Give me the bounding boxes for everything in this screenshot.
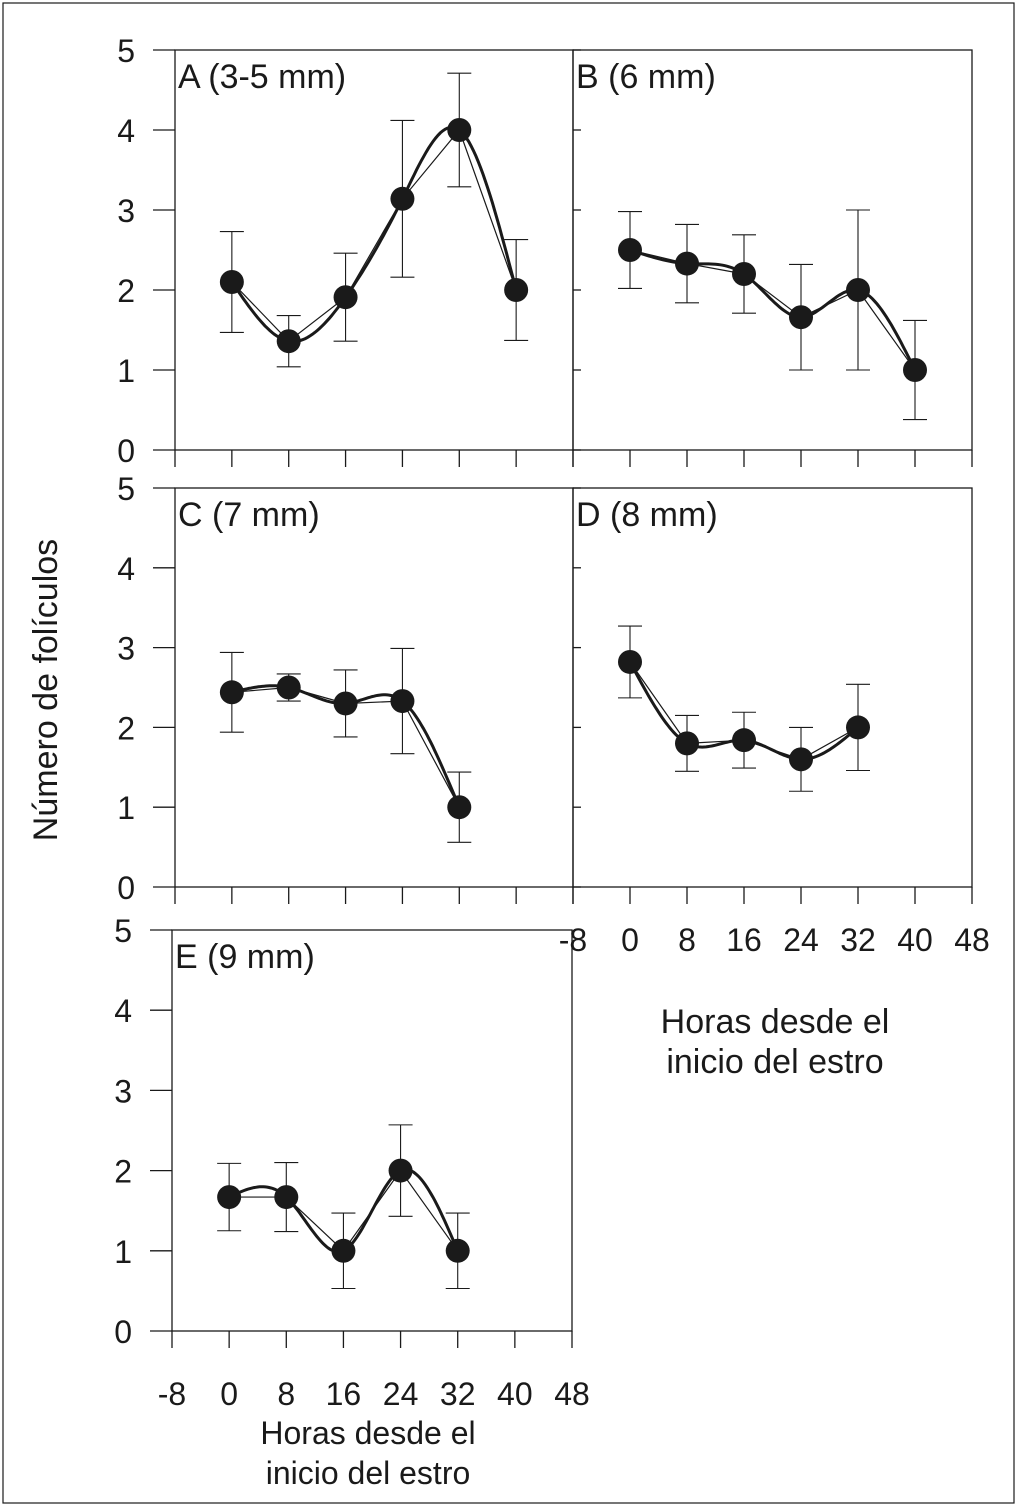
x-tick-label: 24 [783, 922, 819, 958]
y-axis-label: Número de folículos [27, 539, 65, 841]
panel-title: E (9 mm) [175, 938, 315, 976]
y-tick-label: 5 [117, 471, 135, 507]
panel-e: 0 1 2 3 4 5 -8 0 8 16 24 32 40 48 E (9 mm) [114, 913, 590, 1412]
data-point [217, 1185, 242, 1210]
data-point [333, 691, 358, 716]
y-tick-label: 3 [117, 193, 135, 229]
panels-group: 0 1 2 3 4 5 A (3-5 mm) B (6 mm) 0 1 2 3 4 5 C (7 mm) -8… [114, 33, 990, 1412]
x-tick-label: 24 [383, 1376, 419, 1412]
data-point [388, 1158, 413, 1183]
data-point [219, 680, 244, 705]
data-point [390, 689, 415, 714]
x-tick-label: 40 [497, 1376, 533, 1412]
panel-title: C (7 mm) [178, 496, 320, 534]
y-tick-label: 1 [117, 790, 135, 826]
data-point [504, 278, 529, 302]
data-point [732, 262, 756, 286]
plot-frame [572, 49, 973, 451]
data-point [618, 238, 642, 262]
x-axis-label-bottom-line1: Horas desde el [260, 1415, 475, 1451]
panel-title: B (6 mm) [576, 58, 716, 96]
x-tick-label: 8 [277, 1376, 295, 1412]
data-point [789, 305, 813, 330]
x-tick-label: -8 [158, 1376, 186, 1412]
data-point [445, 1238, 470, 1263]
x-tick-label: 40 [897, 922, 933, 958]
y-tick-label: 5 [114, 913, 132, 949]
data-point [675, 251, 699, 276]
data-point [846, 715, 870, 740]
panel-c: 0 1 2 3 4 5 C (7 mm) [117, 471, 574, 906]
data-point [219, 270, 244, 294]
data-point [333, 285, 358, 310]
data-point [618, 649, 642, 674]
panel-a: 0 1 2 3 4 5 A (3-5 mm) [117, 33, 574, 469]
x-tick-label: 48 [954, 922, 990, 958]
panel-d: -8 0 8 16 24 32 40 48 D (8 mm) [559, 487, 990, 958]
x-tick-label: 32 [440, 1376, 476, 1412]
x-axis-label-bottom-line2: inicio del estro [266, 1455, 471, 1491]
x-tick-label: 0 [220, 1376, 238, 1412]
x-axis-label-right-line1: Horas desde el [661, 1003, 890, 1041]
x-tick-label: -8 [559, 922, 587, 958]
x-axis-label-right-line2: inicio del estro [666, 1043, 883, 1081]
y-tick-label: 3 [117, 631, 135, 667]
series-line [231, 128, 517, 343]
data-point [903, 358, 927, 382]
data-point [732, 728, 756, 753]
x-tick-label: 16 [326, 1376, 362, 1412]
plot-frame [572, 487, 973, 888]
x-tick-label: 0 [621, 922, 639, 958]
y-tick-label: 2 [117, 710, 135, 746]
data-point [447, 118, 472, 142]
data-point [447, 795, 472, 820]
data-point [276, 675, 301, 700]
data-point [390, 186, 415, 211]
y-tick-label: 4 [117, 113, 135, 149]
y-tick-label: 4 [114, 993, 132, 1029]
panel-b: B (6 mm) [572, 49, 973, 467]
data-point [846, 278, 870, 302]
y-tick-label: 0 [117, 870, 135, 906]
y-tick-label: 4 [117, 551, 135, 587]
y-tick-label: 0 [117, 433, 135, 469]
y-tick-label: 3 [114, 1073, 132, 1109]
data-point [331, 1238, 356, 1263]
y-tick-label: 0 [114, 1314, 132, 1350]
y-tick-label: 5 [117, 33, 135, 69]
data-point [789, 747, 813, 772]
y-tick-label: 1 [114, 1234, 132, 1270]
panel-title: A (3-5 mm) [178, 58, 346, 96]
x-tick-label: 48 [554, 1376, 590, 1412]
x-tick-label: 16 [726, 922, 762, 958]
y-tick-label: 2 [114, 1154, 132, 1190]
data-point [274, 1185, 299, 1210]
y-tick-label: 2 [117, 273, 135, 309]
x-tick-label: 32 [840, 922, 876, 958]
series-line [629, 249, 916, 371]
plot-frame [171, 929, 573, 1332]
data-point [276, 329, 301, 354]
panel-title: D (8 mm) [576, 496, 718, 534]
fit-curve [230, 125, 518, 344]
data-point [675, 731, 699, 756]
y-tick-label: 1 [117, 353, 135, 389]
x-tick-label: 8 [678, 922, 696, 958]
